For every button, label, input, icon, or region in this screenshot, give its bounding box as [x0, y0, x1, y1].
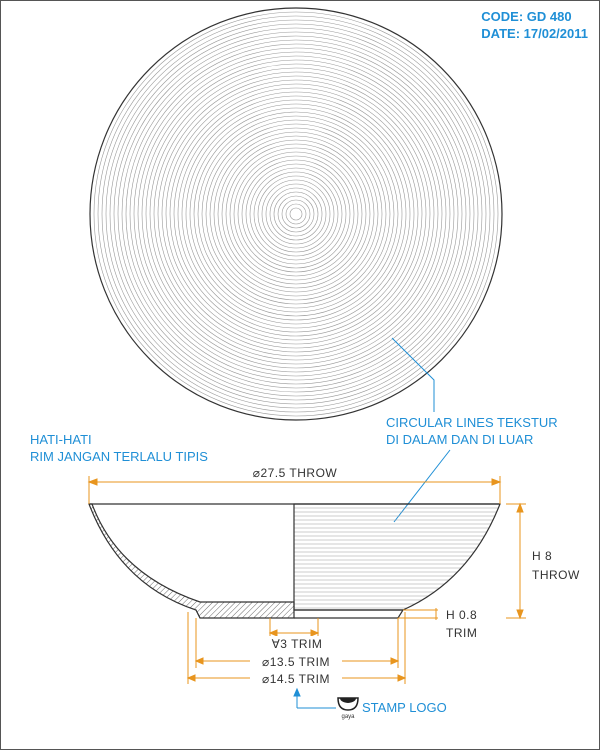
- texture-ring: [233, 151, 359, 277]
- texture-ring: [193, 111, 399, 317]
- texture-ring: [265, 183, 327, 245]
- texture-note: CIRCULAR LINES TEKSTUR DI DALAM DAN DI L…: [386, 414, 558, 448]
- texture-ring: [153, 71, 439, 357]
- texture-ring: [145, 63, 447, 365]
- rim-warning-line1: HATI-HATI: [30, 432, 92, 447]
- texture-ring: [201, 119, 391, 309]
- texture-ring: [165, 83, 427, 345]
- texture-ring: [105, 23, 487, 405]
- texture-ring: [261, 179, 331, 249]
- texture-ring: [161, 79, 431, 349]
- throw-diameter-label: ⌀27.5 THROW: [253, 466, 338, 480]
- height-unit-label: THROW: [532, 568, 580, 582]
- top-view-bowl: [89, 7, 503, 421]
- stamp-logo-label: STAMP LOGO: [362, 700, 447, 715]
- texture-ring: [125, 43, 467, 385]
- texture-ring: [141, 59, 451, 369]
- texture-ring: [229, 147, 363, 281]
- title-block: CODE: GD 480 DATE: 17/02/2011: [481, 8, 588, 42]
- texture-ring: [237, 155, 355, 273]
- foot-outer-trim-label: ⌀14.5 TRIM: [262, 672, 330, 686]
- code-label: CODE: GD 480: [481, 9, 572, 24]
- texture-ring: [133, 51, 459, 377]
- foot-inner-trim-label: ⌀13.5 TRIM: [262, 655, 330, 669]
- dimension-lines: [87, 476, 526, 684]
- texture-ring: [189, 107, 403, 321]
- texture-ring: [269, 187, 323, 241]
- stamp-logo-text: gaya: [341, 714, 355, 720]
- texture-ring: [281, 199, 311, 229]
- date-label: DATE: 17/02/2011: [481, 26, 588, 41]
- texture-ring: [253, 171, 339, 257]
- texture-ring: [257, 175, 335, 253]
- texture-ring: [277, 195, 315, 233]
- stamp-logo-icon: gaya: [337, 697, 359, 720]
- stamp-leader: [293, 687, 336, 709]
- texture-ring: [225, 143, 367, 285]
- inner-trim-label: ∀3 TRIM: [272, 637, 323, 651]
- height-label: H 8: [532, 549, 552, 563]
- texture-ring: [185, 103, 407, 325]
- texture-leader-top: [391, 337, 435, 412]
- texture-ring: [129, 47, 463, 381]
- texture-ring: [173, 91, 419, 337]
- texture-ring: [181, 99, 411, 329]
- side-view-bowl: [88, 503, 501, 619]
- texture-ring: [205, 123, 387, 305]
- texture-ring: [97, 15, 495, 413]
- texture-ring: [249, 167, 343, 261]
- texture-ring: [273, 191, 319, 237]
- texture-ring: [109, 27, 483, 401]
- texture-ring: [149, 67, 443, 361]
- rim-warning-line2: RIM JANGAN TERLALU TIPIS: [30, 449, 208, 464]
- foot-height-label: H 0.8: [446, 608, 477, 622]
- texture-ring: [289, 207, 303, 221]
- texture-ring: [101, 19, 491, 409]
- texture-ring: [217, 135, 375, 293]
- texture-ring: [157, 75, 435, 353]
- texture-ring: [117, 35, 475, 393]
- texture-ring: [245, 163, 347, 265]
- texture-ring: [241, 159, 351, 269]
- texture-ring: [169, 87, 423, 341]
- texture-ring: [93, 11, 499, 417]
- texture-ring: [121, 39, 471, 389]
- texture-ring: [137, 55, 455, 373]
- texture-leader-side: [393, 449, 451, 523]
- texture-ring: [209, 127, 383, 301]
- rim-warning-note: HATI-HATI RIM JANGAN TERLALU TIPIS: [30, 431, 208, 465]
- texture-note-line1: CIRCULAR LINES TEKSTUR: [386, 415, 558, 430]
- texture-ring: [197, 115, 395, 313]
- texture-ring: [113, 31, 479, 397]
- section-wall: [88, 503, 295, 619]
- texture-note-line2: DI DALAM DAN DI LUAR: [386, 432, 534, 447]
- texture-ring: [213, 131, 379, 297]
- texture-ring: [177, 95, 415, 333]
- foot-height-unit-label: TRIM: [446, 626, 477, 640]
- foot-ring: [294, 609, 405, 619]
- texture-ring: [221, 139, 371, 289]
- top-view-rim: [89, 7, 503, 421]
- texture-ring: [285, 203, 307, 225]
